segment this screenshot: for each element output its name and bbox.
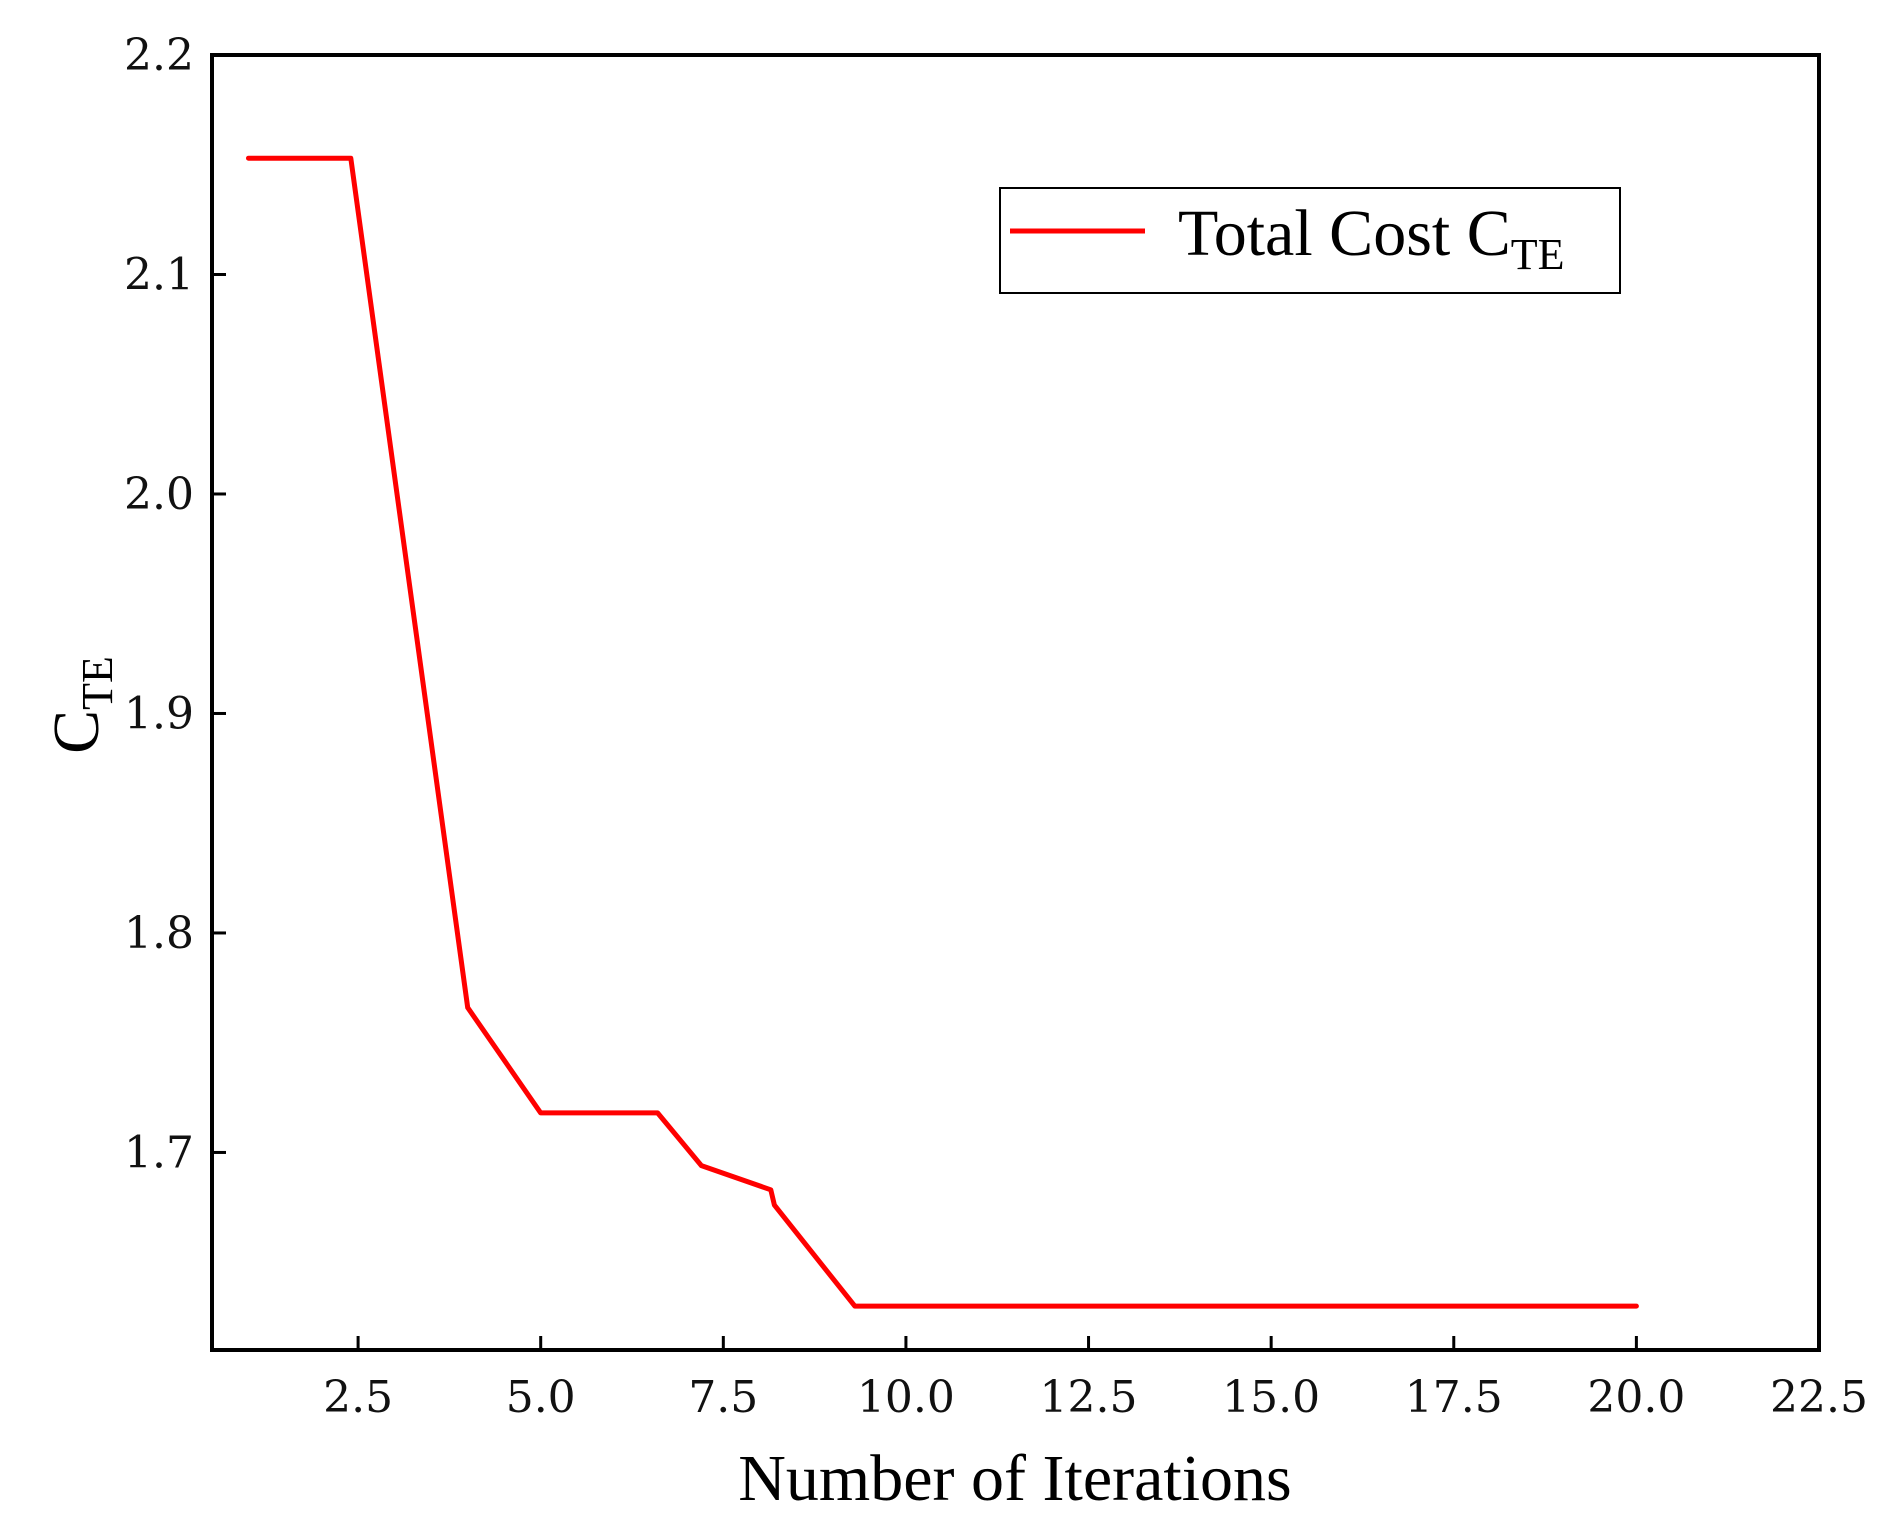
legend-label-sub: TE bbox=[1511, 230, 1565, 279]
y-axis-title-sub: TE bbox=[73, 656, 122, 710]
x-tick-label: 15.0 bbox=[1222, 1372, 1320, 1423]
x-tick-label: 5.0 bbox=[506, 1372, 576, 1423]
x-tick-label: 22.5 bbox=[1770, 1372, 1868, 1423]
y-tick-label: 2.0 bbox=[124, 469, 194, 520]
y-tick-label: 1.9 bbox=[124, 688, 194, 739]
legend-label: Total Cost CTE bbox=[1178, 197, 1565, 279]
y-axis-title: CTE bbox=[40, 656, 122, 754]
legend-label-main: Total Cost C bbox=[1178, 197, 1511, 270]
x-tick-label: 2.5 bbox=[323, 1372, 393, 1423]
y-axis-title-main: C bbox=[40, 710, 113, 754]
series-line-total-cost bbox=[246, 155, 1639, 1309]
y-axis: 1.7 1.8 1.9 2.0 2.1 2.2 bbox=[124, 30, 226, 1178]
x-tick-label: 20.0 bbox=[1587, 1372, 1685, 1423]
x-tick-label: 10.0 bbox=[857, 1372, 955, 1423]
x-tick-label: 17.5 bbox=[1405, 1372, 1503, 1423]
x-tick-label: 12.5 bbox=[1040, 1372, 1138, 1423]
legend-box bbox=[999, 187, 1621, 294]
y-tick-label: 1.8 bbox=[124, 908, 194, 959]
x-axis-title: Number of Iterations bbox=[738, 1442, 1292, 1515]
y-tick-label: 1.7 bbox=[124, 1127, 194, 1178]
x-axis: 2.5 5.0 7.5 10.0 12.5 15.0 17.5 20.0 22.5 bbox=[323, 1336, 1868, 1423]
legend: Total Cost CTE bbox=[999, 187, 1621, 294]
y-tick-label: 2.2 bbox=[124, 30, 194, 81]
plot-frame bbox=[210, 53, 1821, 1352]
y-tick-label: 2.1 bbox=[124, 249, 194, 300]
x-tick-label: 7.5 bbox=[688, 1372, 758, 1423]
